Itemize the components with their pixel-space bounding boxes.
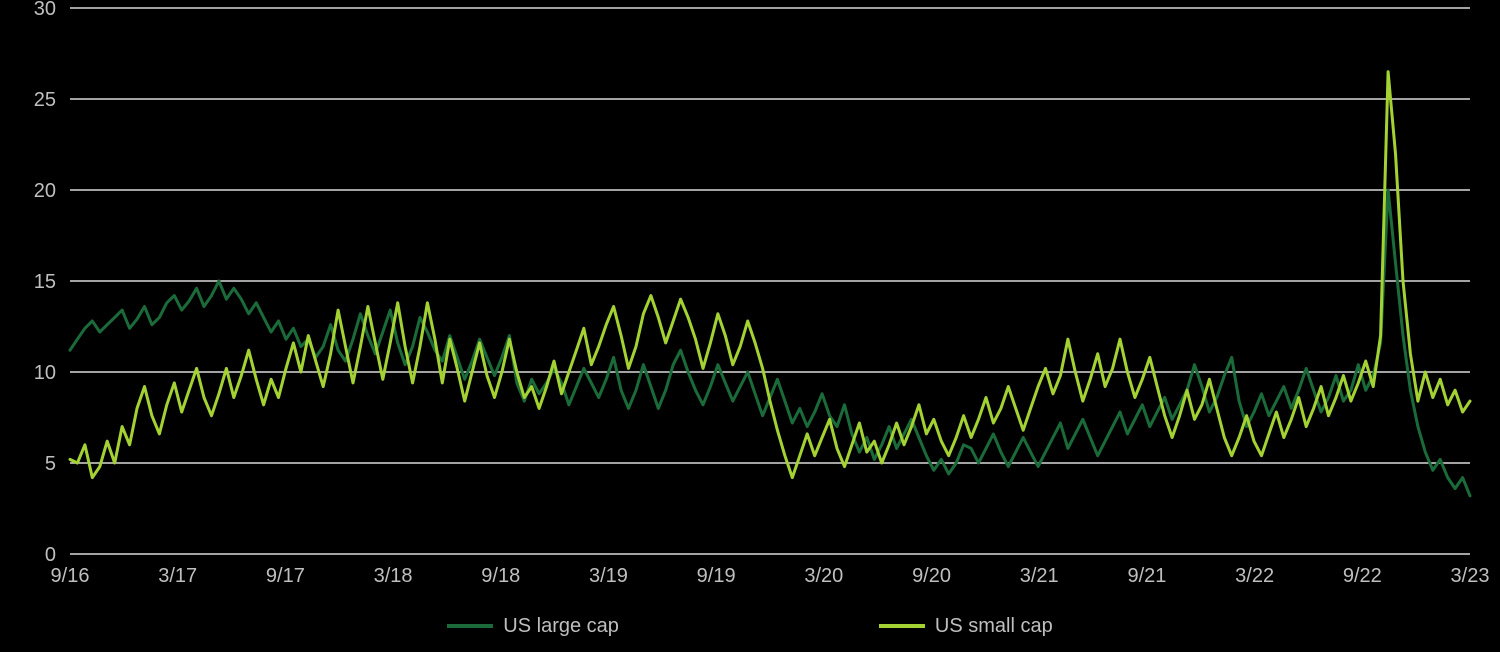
x-axis-label: 9/22 — [1343, 565, 1382, 587]
x-axis-label: 3/19 — [589, 565, 628, 587]
x-axis-label: 9/18 — [481, 565, 520, 587]
y-axis-label: 20 — [34, 180, 56, 202]
x-axis-label: 3/20 — [804, 565, 843, 587]
x-axis-label: 9/20 — [912, 565, 951, 587]
y-axis-label: 30 — [34, 0, 56, 20]
x-axis-label: 3/23 — [1451, 565, 1490, 587]
legend-swatch-us-large-cap — [447, 624, 493, 628]
chart-container: 0 5 10 15 20 25 30 9/16 3/17 9/17 3/18 9/18 3/19 9/19… — [0, 0, 1500, 652]
y-axis-label: 10 — [34, 362, 56, 384]
x-axis-label: 3/17 — [158, 565, 197, 587]
legend-swatch-us-small-cap — [879, 624, 925, 628]
x-axis-label: 3/21 — [1020, 565, 1059, 587]
x-axis-label: 3/18 — [374, 565, 413, 587]
y-axis-label: 25 — [34, 89, 56, 111]
x-axis-label: 9/21 — [1127, 565, 1166, 587]
y-axis-label: 15 — [34, 271, 56, 293]
legend-label-us-large-cap: US large cap — [503, 615, 619, 638]
y-axis-label: 0 — [45, 544, 56, 566]
x-axis-label: 9/16 — [51, 565, 90, 587]
y-axis-label: 5 — [45, 453, 56, 475]
line-chart: 0 5 10 15 20 25 30 9/16 3/17 9/17 3/18 9/18 3/19 9/19… — [0, 0, 1500, 610]
legend: US large cap US small cap — [0, 608, 1500, 644]
legend-item-us-large-cap: US large cap — [447, 615, 619, 638]
series-line-us_small_cap — [70, 72, 1470, 478]
x-axis-label: 3/22 — [1235, 565, 1274, 587]
x-axis-label: 9/19 — [697, 565, 736, 587]
legend-label-us-small-cap: US small cap — [935, 615, 1053, 638]
x-axis-label: 9/17 — [266, 565, 305, 587]
legend-item-us-small-cap: US small cap — [879, 615, 1053, 638]
